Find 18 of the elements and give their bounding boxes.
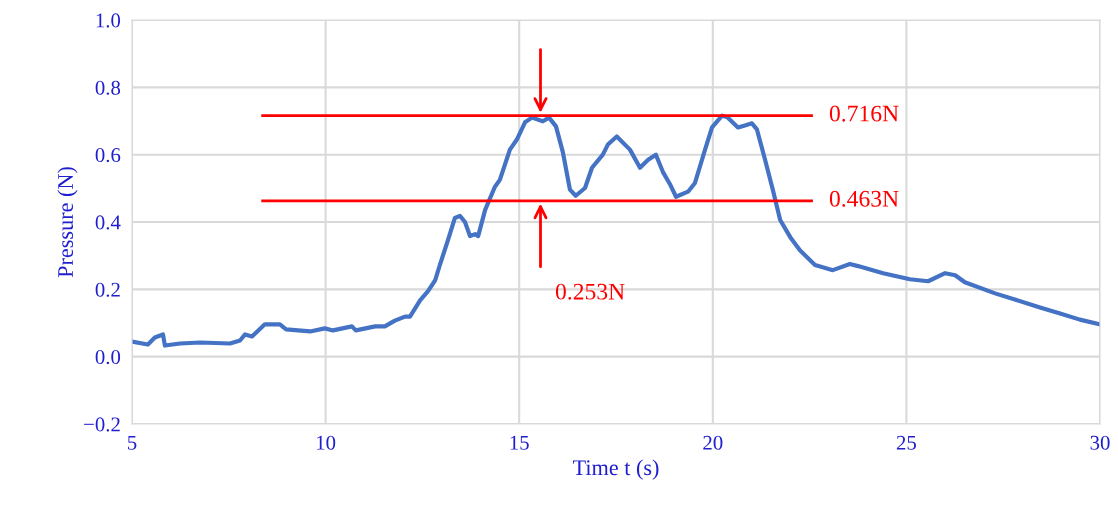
y-tick-label: 1.0 [96,13,121,28]
x-tick-label: 15 [510,435,529,450]
y-tick-label: 0.4 [95,215,121,230]
x-tick-label: 20 [703,435,723,450]
annotation: 0.253N [555,283,625,300]
y-tick-label: 0.2 [95,282,120,297]
ref-line-label: 0.716N [829,105,899,122]
y-tick-label: 0.6 [95,148,121,163]
x-tick-label: 10 [317,435,336,450]
y-axis-title: Pressure (N) [57,167,78,278]
y-tick-label: 0.0 [95,350,121,365]
x-tick-label: 25 [896,435,916,450]
y-tick-label: −0.2 [84,417,120,432]
y-tick-label: 0.8 [95,80,121,95]
x-tick-label: 30 [1090,435,1110,450]
x-axis-title: Time t (s) [572,459,659,480]
x-tick-label: 5 [128,435,137,450]
ref-line-label: 0.463N [829,190,899,207]
